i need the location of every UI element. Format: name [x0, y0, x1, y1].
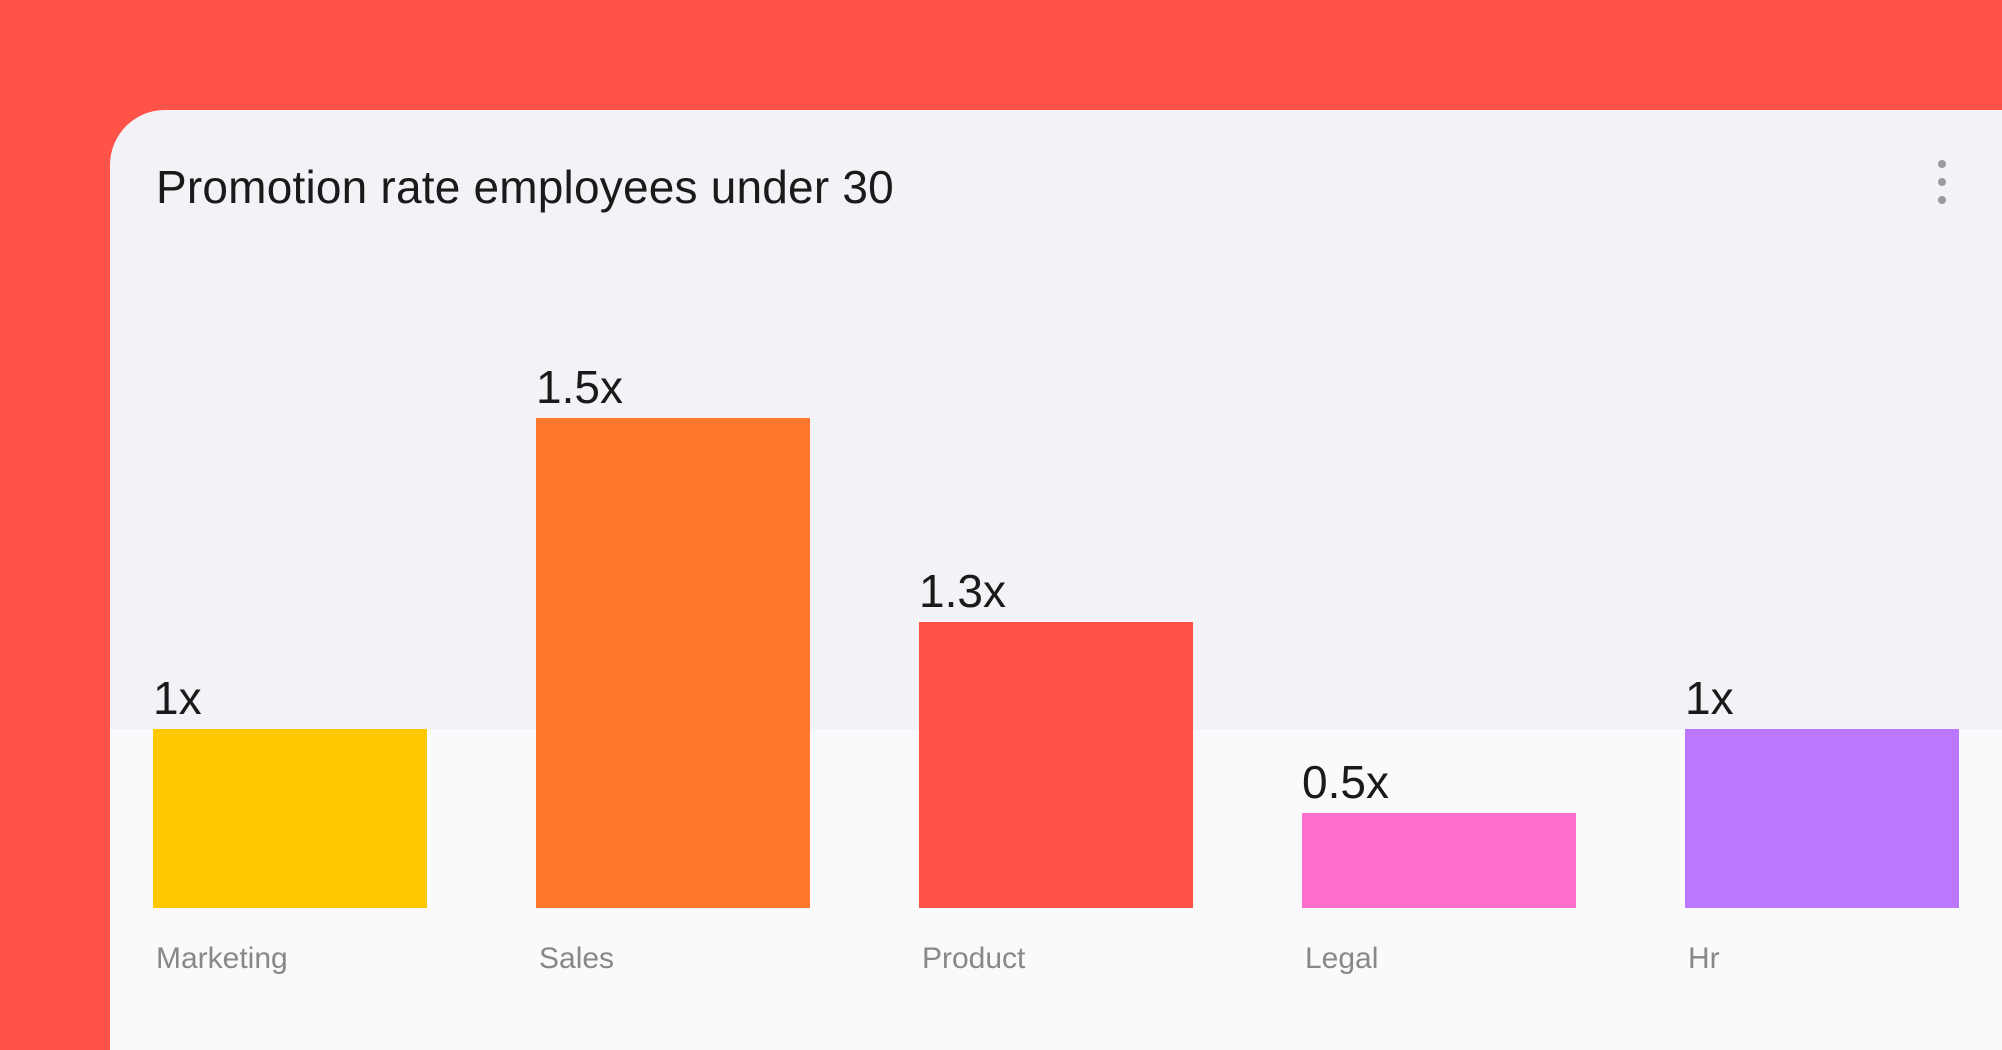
bar-marketing[interactable] — [153, 729, 427, 908]
value-label: 1.5x — [536, 361, 623, 413]
bar-sales[interactable] — [536, 418, 810, 908]
value-label: 1x — [153, 672, 202, 724]
category-label: Sales — [539, 942, 615, 975]
bar-legal[interactable] — [1302, 813, 1576, 908]
category-label: Legal — [1305, 942, 1379, 975]
category-label: Hr — [1688, 942, 1720, 975]
value-label: 1x — [1685, 672, 1734, 724]
chart-card: Promotion rate employees under 30 1x Mark… — [110, 110, 2002, 1050]
more-vertical-icon[interactable] — [1930, 160, 1954, 204]
bar-hr[interactable] — [1685, 729, 1959, 908]
bar-product[interactable] — [919, 622, 1193, 908]
value-label: 0.5x — [1302, 756, 1389, 808]
category-label: Product — [922, 942, 1026, 975]
category-label: Marketing — [156, 942, 288, 975]
value-label: 1.3x — [919, 565, 1006, 617]
chart-title: Promotion rate employees under 30 — [156, 161, 894, 213]
